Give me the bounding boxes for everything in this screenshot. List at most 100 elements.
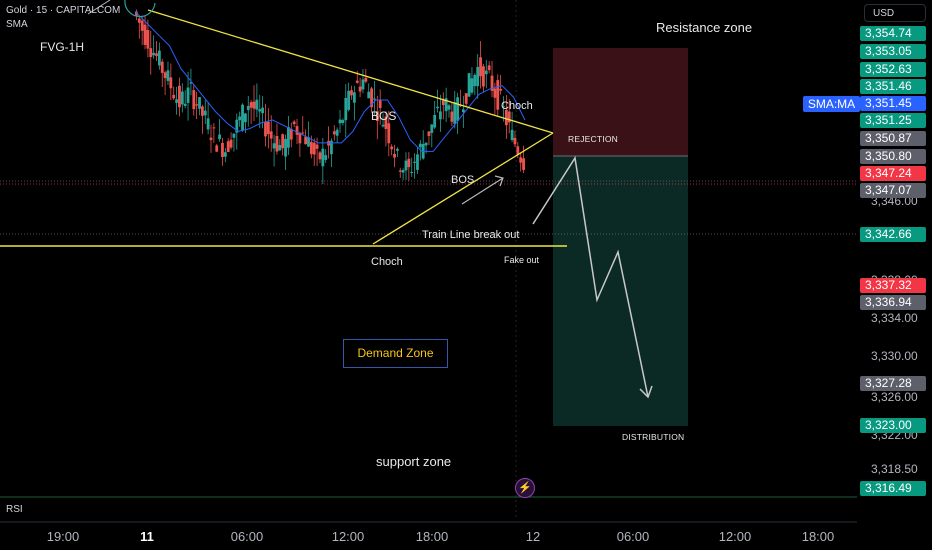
candle-body (367, 91, 371, 99)
candle-body (504, 109, 508, 126)
candle-body (215, 145, 219, 152)
symbol-title[interactable]: Gold · 15 · CAPITALCOM (6, 5, 121, 16)
candle-body (378, 99, 382, 108)
rsi-pane-label[interactable]: RSI (6, 504, 23, 515)
candle-body (444, 98, 448, 112)
candle-body (137, 18, 141, 23)
price-badge: 3,336.94 (860, 295, 926, 310)
breakout-arrowhead (494, 175, 504, 187)
candle-body (312, 142, 316, 155)
candle-body (473, 74, 477, 87)
candle-body (295, 126, 299, 135)
time-label: 06:00 (230, 529, 264, 544)
descending-trendline (147, 9, 554, 134)
fvg-arrow (87, 0, 111, 15)
candle-body (287, 126, 290, 148)
candle-body (487, 65, 491, 71)
candle-body (479, 57, 482, 77)
price-badge: 3,353.05 (860, 44, 926, 59)
candle-body (192, 90, 196, 110)
candle-body (373, 98, 376, 100)
price-badge: 3,347.07 (860, 183, 926, 198)
candle-body (264, 121, 267, 137)
currency-button[interactable]: USD (864, 4, 926, 22)
candle-body (358, 86, 362, 92)
candle-body (212, 127, 216, 129)
candle-body (175, 99, 178, 103)
candle-body (338, 119, 342, 124)
lightning-icon[interactable]: ⚡ (515, 478, 535, 498)
candle-body (393, 154, 396, 158)
candle-body (163, 72, 167, 79)
candle-body (361, 79, 365, 90)
sma-line (134, 11, 526, 152)
candle-body (441, 99, 445, 106)
candle-body (157, 50, 161, 66)
time-label: 11 (140, 529, 154, 544)
candle-body (450, 111, 454, 122)
projection-path (532, 155, 649, 398)
candle-body (416, 154, 419, 170)
candle-body (198, 97, 201, 109)
indicator-label[interactable]: SMA (6, 19, 28, 30)
trend-break-label: Train Line break out (422, 229, 520, 241)
price-axis[interactable]: 3,346.00 3,338.00 3,334.00 3,330.00 3,32… (857, 0, 932, 520)
candle-body (178, 85, 181, 108)
candle-body (413, 161, 416, 163)
time-label: 12:00 (331, 529, 365, 544)
time-label: 19:00 (46, 529, 80, 544)
candle-body (335, 129, 339, 136)
candle-body (200, 106, 204, 116)
candle-body (180, 91, 184, 105)
candle-body (418, 143, 422, 148)
candle-body (513, 137, 517, 145)
candles-group (135, 9, 525, 184)
candle-body (436, 106, 439, 109)
candle-body (350, 90, 353, 96)
candle-body (186, 87, 190, 103)
price-badge: 3,350.87 (860, 131, 926, 146)
candle-body (140, 20, 144, 31)
bos-top-label: BOS (371, 109, 397, 123)
candle-body (298, 132, 302, 144)
candle-body (439, 111, 442, 120)
time-label: 12:00 (718, 529, 752, 544)
candle-body (490, 75, 494, 91)
candle-body (146, 29, 150, 49)
breakout-arrow (461, 177, 504, 205)
candle-body (229, 139, 233, 148)
candle-body (315, 144, 319, 149)
time-axis[interactable]: 19:00 11 06:00 12:00 18:00 12 06:00 12:0… (0, 524, 857, 550)
candle-body (447, 105, 451, 110)
candle-body (281, 134, 285, 149)
candle-body (330, 140, 333, 155)
choch-top-label: Choch (501, 100, 533, 112)
candle-body (510, 129, 514, 141)
candle-body (189, 82, 193, 84)
price-badge: 3,337.32 (860, 278, 926, 293)
candle-body (318, 152, 322, 160)
candle-body (218, 134, 221, 140)
candle-body (484, 70, 488, 75)
candle-body (430, 124, 434, 133)
fvg-circle (124, 0, 156, 18)
candle-body (395, 148, 399, 151)
candle-body (238, 116, 242, 121)
candle-body (226, 141, 230, 152)
candle-body (275, 136, 279, 152)
candle-body (461, 109, 465, 113)
demand-zone-box: Demand Zone (343, 339, 448, 368)
candle-body (387, 123, 391, 144)
candle-body (292, 121, 296, 124)
candle-body (289, 128, 293, 140)
candle-body (232, 133, 236, 138)
bos-mid-label: BOS (451, 174, 475, 186)
distribution-zone-box (553, 156, 688, 426)
sma-label-pill[interactable]: SMA:MA (803, 96, 860, 112)
candle-body (155, 53, 158, 56)
candle-body (272, 143, 276, 149)
candle-body (252, 101, 256, 109)
candle-body (456, 97, 460, 121)
candle-body (433, 114, 437, 128)
